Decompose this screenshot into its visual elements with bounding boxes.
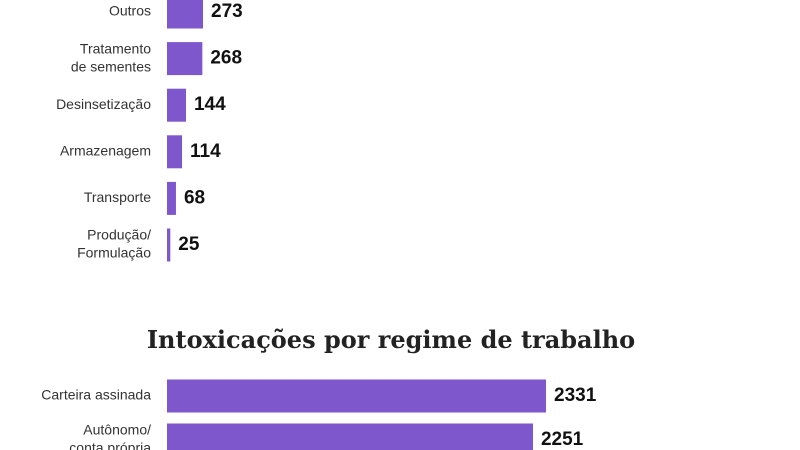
category-label-line: conta própria: [69, 440, 151, 450]
category-label: Autônomo/conta própria: [69, 422, 151, 450]
category-label-line: Outros: [109, 3, 151, 19]
category-label-line: Armazenagem: [60, 143, 151, 159]
category-label-line: de sementes: [71, 58, 151, 74]
bar: [167, 228, 171, 262]
bar: [167, 42, 203, 76]
category-label: Produção/Formulação: [77, 227, 151, 261]
category-label-line: Carteira assinada: [41, 387, 151, 403]
value-label: 273: [211, 1, 243, 22]
category-label: Tratamento de sementes: [71, 40, 151, 74]
bar: [167, 88, 186, 122]
value-label: 68: [184, 187, 205, 208]
category-label-line: Tratamento: [80, 40, 151, 56]
bar: [167, 423, 533, 450]
value-label: 268: [210, 48, 242, 69]
bar: [167, 379, 546, 413]
category-label: Carteira assinada: [41, 387, 151, 403]
category-label: Armazenagem: [60, 143, 151, 159]
bar: [167, 181, 176, 215]
category-label: Transporte: [84, 189, 151, 205]
category-label-line: Desinsetização: [56, 96, 151, 112]
bar: [167, 135, 183, 169]
value-label: 2331: [554, 385, 597, 406]
category-label-line: Autônomo/: [83, 422, 151, 438]
chart-title-regime: Intoxicações por regime de trabalho: [147, 325, 635, 354]
value-label: 2251: [541, 429, 584, 450]
category-label: Outros: [109, 3, 151, 19]
chart-activity: Outros 273 Tratamento de sementes 268 Desinse…: [56, 0, 243, 262]
bar: [167, 0, 203, 29]
chart-regime: Carteira assinada 2331 Autônomo/conta próp…: [41, 379, 597, 450]
value-label: 114: [190, 141, 221, 162]
value-label: 144: [194, 94, 226, 115]
category-label-line: Transporte: [84, 189, 151, 205]
value-label: 25: [178, 234, 200, 255]
category-label-line: Produção/: [87, 227, 151, 243]
category-label: Desinsetização: [56, 96, 151, 112]
category-label-line: Formulação: [77, 245, 151, 261]
